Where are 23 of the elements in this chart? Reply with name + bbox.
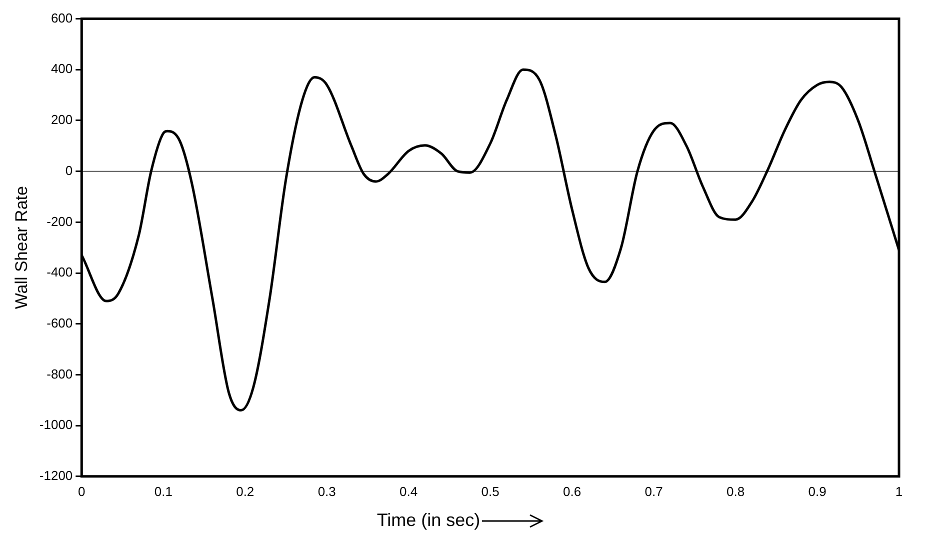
x-tick-label: 0.9 — [808, 484, 826, 499]
y-tick-label: -800 — [46, 366, 73, 382]
y-tick-label: 0 — [65, 162, 73, 178]
x-tick-label: 0.3 — [318, 484, 336, 499]
x-tick-label: 0.6 — [563, 484, 582, 499]
x-tick-label: 0.4 — [400, 484, 418, 499]
x-axis-title: Time (in sec) — [376, 510, 480, 531]
x-tick-label: 0.5 — [481, 484, 500, 499]
y-tick-label: 200 — [50, 112, 73, 128]
y-tick-label: 600 — [50, 10, 73, 26]
y-tick-label: -400 — [46, 264, 73, 280]
x-tick-label: 0.2 — [236, 484, 254, 499]
x-tick-label: 0.1 — [154, 484, 172, 499]
y-axis-title: Wall Shear Rate — [12, 186, 31, 310]
y-tick-label: -1000 — [39, 417, 73, 432]
x-tick-label: 0.7 — [644, 484, 663, 499]
x-tick-label: 1 — [895, 484, 903, 499]
y-tick-label: -1200 — [39, 468, 73, 483]
y-tick-label: 400 — [50, 61, 73, 76]
y-tick-label: -600 — [46, 315, 73, 330]
x-tick-label: 0.8 — [726, 484, 745, 499]
y-tick-label: -200 — [46, 214, 73, 229]
x-tick-label: 0 — [78, 484, 86, 499]
